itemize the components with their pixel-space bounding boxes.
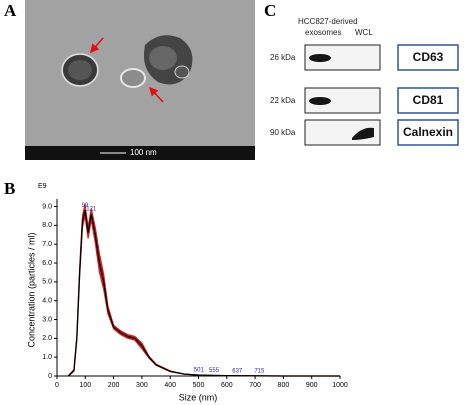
weight-label: 22 kDa: [270, 96, 296, 105]
panel-label: A: [4, 1, 17, 20]
peak-label: 637: [232, 368, 243, 374]
band: [309, 97, 331, 105]
panel-label: B: [4, 179, 15, 198]
peak-label: 121: [86, 207, 97, 213]
marker-box: [397, 119, 459, 146]
marker-label: CD63: [413, 50, 444, 64]
marker-box: [397, 87, 459, 114]
x-tick-label: 900: [306, 382, 318, 389]
marker-label: CD81: [413, 93, 444, 107]
x-tick-label: 400: [164, 382, 176, 389]
x-tick-label: 600: [221, 382, 233, 389]
western-blot: 26 kDa CD63 22 kDa CD81 90 kDa Calnexin: [270, 44, 459, 146]
y-tick-label: 2.0: [42, 335, 52, 342]
y-tick-label: 4.0: [42, 298, 52, 305]
band: [352, 127, 374, 140]
marker-box: [397, 44, 459, 71]
peak-label: 501: [194, 368, 205, 374]
marker-label: Calnexin: [403, 125, 453, 139]
y-tick-label: 7.0: [42, 241, 52, 248]
multiplier: E9: [38, 183, 47, 190]
peak-label: 555: [209, 368, 220, 374]
y-axis-label: Concentration (particles / ml): [26, 232, 36, 347]
scale-bar-label: 100 nm: [130, 148, 157, 157]
y-tick-label: 6.0: [42, 260, 52, 267]
weight-label: 26 kDa: [270, 53, 296, 62]
plot: 0 1.0 2.0 3.0 4.0 5.0 6.0 7.0 8.0 9.0 0 100 200 300 40…: [42, 199, 348, 389]
y-tick-label: 1.0: [42, 354, 52, 361]
x-tick-label: 100: [79, 382, 91, 389]
blot-frame: [304, 44, 381, 71]
y-tick-label: 0: [48, 373, 52, 380]
error-band: [67, 204, 340, 377]
peak-label: 99: [82, 203, 89, 209]
band: [309, 54, 331, 62]
peak-label: 715: [254, 368, 265, 374]
x-tick-label: 1000: [332, 382, 348, 389]
x-tick-label: 500: [193, 382, 205, 389]
y-tick-label: 8.0: [42, 222, 52, 229]
line: [67, 210, 340, 377]
y-tick-label: 5.0: [42, 279, 52, 286]
x-axis-label: Size (nm): [179, 392, 218, 402]
weight-label: 90 kDa: [270, 128, 296, 137]
y-tick-label: 3.0: [42, 316, 52, 323]
x-tick-label: 200: [108, 382, 120, 389]
x-tick-label: 800: [278, 382, 290, 389]
x-tick-label: 0: [55, 382, 59, 389]
lane-header: WCL: [355, 28, 373, 37]
panel-label: C: [264, 1, 276, 20]
tem-image: [25, 0, 255, 160]
lane-header: exosomes: [305, 28, 341, 37]
x-tick-label: 700: [249, 382, 261, 389]
lane-header: HCC827-derived: [298, 17, 358, 26]
x-tick-label: 300: [136, 382, 148, 389]
y-tick-label: 9.0: [42, 203, 52, 210]
